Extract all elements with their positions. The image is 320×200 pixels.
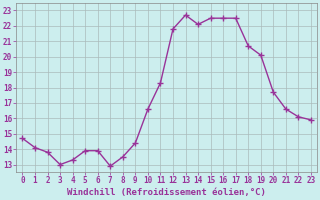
X-axis label: Windchill (Refroidissement éolien,°C): Windchill (Refroidissement éolien,°C) <box>67 188 266 197</box>
